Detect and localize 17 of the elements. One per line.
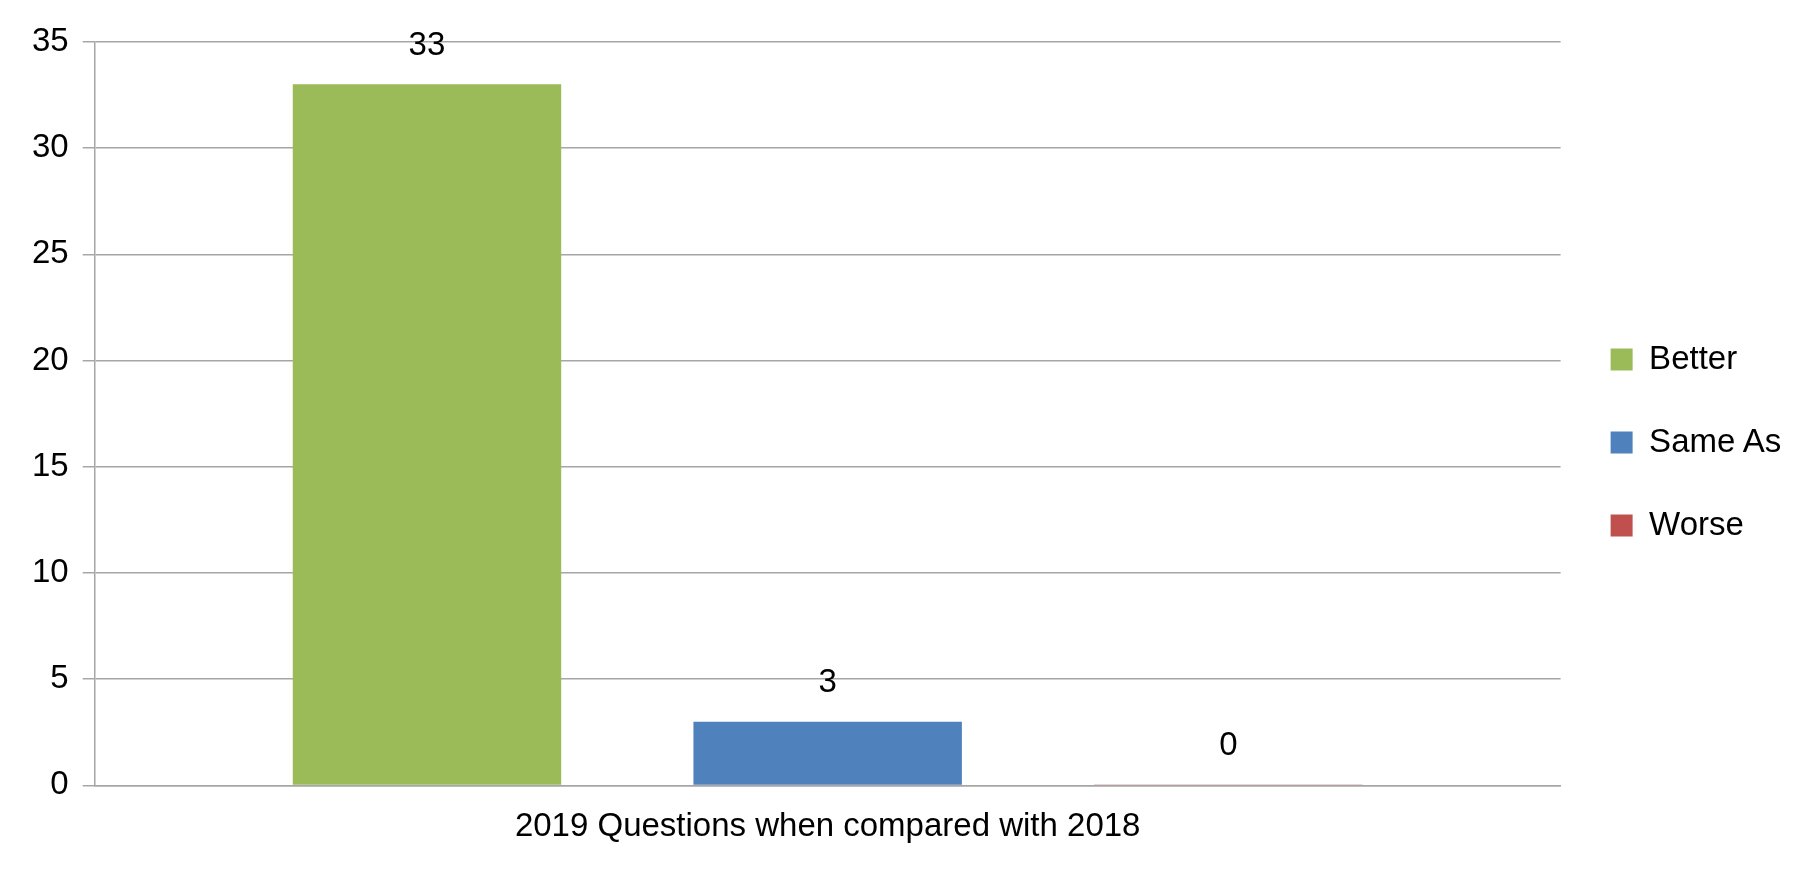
legend-label: Worse [1649,504,1744,542]
y-tick-label: 5 [50,658,69,696]
data-label: 3 [818,662,837,700]
x-tick-label: 2019 Questions when compared with 2018 [514,806,1141,844]
y-tick-label: 15 [31,445,69,483]
y-tick-label: 30 [31,127,69,165]
bar [693,721,962,785]
y-tick-label: 10 [31,552,69,590]
bar [292,84,562,785]
legend-label: Better [1649,338,1738,376]
data-label: 0 [1219,724,1238,762]
y-tick-label: 20 [31,339,69,377]
legend-label: Same As [1649,421,1782,459]
data-label: 33 [408,24,446,62]
y-tick-label: 0 [50,764,69,802]
y-tick-label: 25 [31,233,69,271]
y-tick-label: 35 [31,20,69,58]
